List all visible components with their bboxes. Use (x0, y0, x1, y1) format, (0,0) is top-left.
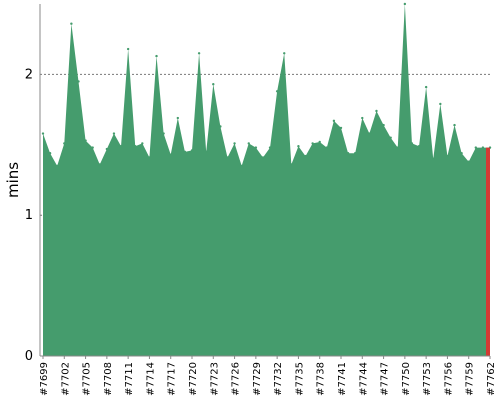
data-point-7721 (197, 52, 201, 55)
data-point-7755 (439, 102, 442, 106)
data-point-7704 (77, 80, 80, 83)
data-point-7718 (176, 116, 180, 120)
data-point-7728 (247, 142, 250, 145)
data-point-7754 (432, 157, 435, 161)
data-point-7735 (297, 145, 300, 148)
data-point-7743 (353, 152, 357, 155)
data-point-7760 (474, 146, 478, 149)
data-point-7709 (112, 132, 116, 135)
data-point-7722 (204, 150, 208, 154)
x-tick-label-7723: #7723 (209, 362, 220, 396)
highlight-bar (486, 147, 490, 356)
data-point-7749 (396, 146, 399, 149)
y-tick-label-0: 0 (25, 349, 33, 364)
x-tick-label-7732: #7732 (273, 362, 284, 396)
data-point-7736 (304, 154, 307, 158)
x-tick-label-7738: #7738 (316, 362, 327, 396)
data-point-7738 (318, 140, 321, 144)
x-tick-label-7741: #7741 (337, 362, 348, 396)
x-tick-label-7726: #7726 (231, 362, 242, 396)
data-point-7742 (346, 152, 350, 155)
data-point-7712 (134, 145, 137, 148)
x-tick-label-7753: #7753 (422, 362, 433, 396)
data-point-7729 (254, 146, 258, 149)
data-point-7724 (219, 125, 222, 128)
x-tick-label-7720: #7720 (188, 362, 199, 396)
data-point-7731 (268, 146, 272, 149)
x-tick-label-7702: #7702 (60, 362, 71, 396)
data-point-7710 (119, 145, 123, 148)
data-point-7751 (410, 142, 414, 145)
data-point-7725 (226, 156, 229, 159)
y-tick-label-1: 1 (25, 208, 33, 223)
x-tick-label-7747: #7747 (380, 362, 391, 396)
data-point-7701 (55, 164, 59, 168)
data-point-7761 (481, 146, 485, 149)
data-point-7716 (162, 132, 165, 135)
data-point-7740 (332, 119, 336, 123)
x-tick-label-7762: #7762 (486, 362, 497, 396)
y-axis-label: mins (4, 162, 22, 198)
data-point-7706 (91, 146, 94, 149)
data-point-7702 (63, 142, 66, 145)
data-point-7757 (453, 123, 456, 127)
data-point-7732 (275, 90, 279, 93)
x-tick-label-7711: #7711 (124, 362, 135, 396)
data-point-7745 (368, 132, 371, 135)
data-point-7711 (126, 47, 130, 51)
x-tick-label-7708: #7708 (103, 362, 114, 396)
data-point-7758 (460, 152, 463, 155)
data-point-7756 (446, 154, 449, 158)
data-point-7744 (361, 116, 364, 120)
x-tick-label-7729: #7729 (252, 362, 263, 396)
data-point-7741 (339, 126, 343, 130)
data-point-7717 (169, 153, 172, 156)
data-point-7705 (84, 139, 87, 142)
data-point-7714 (148, 156, 151, 159)
x-tick-label-7699: #7699 (39, 362, 50, 396)
x-tick-label-7714: #7714 (145, 362, 156, 396)
data-point-7700 (48, 152, 52, 155)
data-point-7737 (311, 142, 314, 145)
data-point-7734 (290, 163, 293, 166)
data-point-7730 (261, 156, 265, 159)
data-point-7752 (417, 145, 421, 148)
data-point-7713 (141, 142, 144, 145)
data-point-7747 (382, 123, 385, 127)
data-point-7750 (403, 2, 407, 6)
data-point-7726 (233, 142, 236, 145)
data-point-7739 (325, 146, 329, 149)
data-point-7723 (212, 83, 215, 86)
data-point-7753 (424, 85, 428, 89)
y-tick-label-2: 2 (25, 67, 33, 82)
area-series (43, 4, 490, 356)
x-tick-label-7759: #7759 (465, 362, 476, 396)
x-tick-label-7744: #7744 (358, 362, 369, 396)
data-point-7746 (375, 109, 378, 113)
data-point-7719 (183, 150, 187, 154)
data-point-7748 (389, 136, 392, 139)
data-point-7703 (70, 22, 73, 25)
x-tick-label-7705: #7705 (82, 362, 93, 396)
x-tick-label-7750: #7750 (401, 362, 412, 396)
data-point-7733 (283, 52, 286, 55)
data-point-7707 (98, 163, 101, 166)
data-point-7699 (41, 132, 45, 135)
x-tick-label-7756: #7756 (443, 362, 454, 396)
x-tick-label-7735: #7735 (294, 362, 305, 396)
data-point-7759 (467, 160, 470, 163)
data-point-7715 (155, 54, 158, 58)
x-tick-label-7717: #7717 (167, 362, 178, 396)
data-point-7708 (105, 147, 109, 151)
data-point-7720 (190, 149, 194, 152)
data-point-7727 (240, 164, 243, 168)
